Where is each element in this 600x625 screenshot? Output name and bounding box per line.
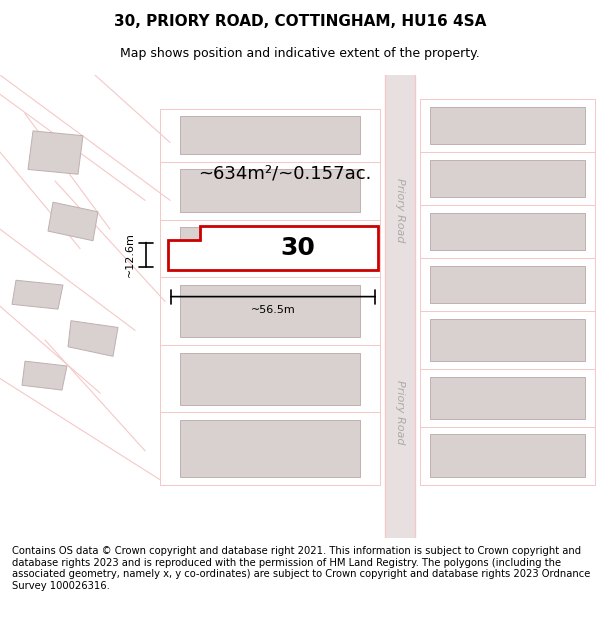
Polygon shape	[68, 321, 118, 356]
Text: ~12.6m: ~12.6m	[125, 232, 135, 277]
Polygon shape	[12, 280, 63, 309]
Text: 30, PRIORY ROAD, COTTINGHAM, HU16 4SA: 30, PRIORY ROAD, COTTINGHAM, HU16 4SA	[114, 14, 486, 29]
Polygon shape	[22, 361, 67, 390]
Polygon shape	[430, 319, 585, 361]
Polygon shape	[28, 131, 83, 174]
Polygon shape	[430, 377, 585, 419]
Polygon shape	[430, 266, 585, 303]
Polygon shape	[168, 226, 378, 269]
Text: Map shows position and indicative extent of the property.: Map shows position and indicative extent…	[120, 48, 480, 61]
Polygon shape	[430, 213, 585, 251]
Text: Contains OS data © Crown copyright and database right 2021. This information is : Contains OS data © Crown copyright and d…	[12, 546, 590, 591]
Polygon shape	[180, 285, 360, 337]
Polygon shape	[180, 116, 360, 154]
Polygon shape	[180, 420, 360, 477]
Polygon shape	[430, 160, 585, 198]
Text: 30: 30	[281, 236, 316, 260]
Polygon shape	[48, 202, 98, 241]
Polygon shape	[180, 169, 360, 212]
Bar	[385, 75, 415, 538]
Text: Priory Road: Priory Road	[395, 177, 405, 242]
Text: Priory Road: Priory Road	[395, 380, 405, 444]
Text: Priory Crescent: Priory Crescent	[193, 134, 268, 144]
Text: ~634m²/~0.157ac.: ~634m²/~0.157ac.	[198, 164, 371, 182]
Polygon shape	[35, 0, 349, 35]
Polygon shape	[430, 107, 585, 144]
Polygon shape	[180, 352, 360, 404]
Text: ~56.5m: ~56.5m	[251, 305, 295, 315]
Polygon shape	[180, 228, 360, 269]
Polygon shape	[430, 434, 585, 477]
